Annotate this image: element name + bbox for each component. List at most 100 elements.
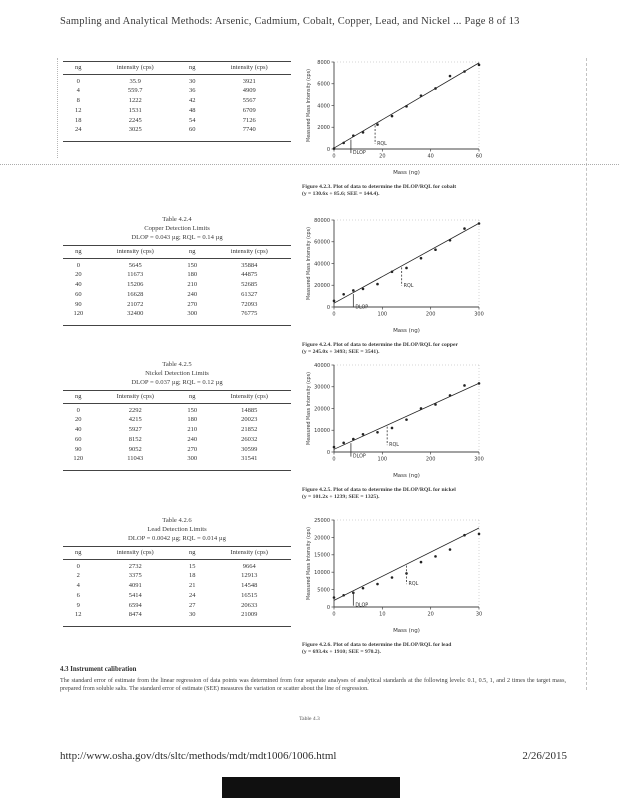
y-tick-label: 5000	[317, 588, 330, 594]
footer-date: 2/26/2015	[522, 750, 567, 762]
y-tick-label: 4000	[317, 103, 330, 109]
annotation-label-dlop: DLOP	[353, 454, 366, 460]
data-point	[332, 445, 336, 449]
table-cell: 2292	[128, 406, 142, 414]
data-point	[332, 299, 336, 303]
table-cell: 16628	[127, 290, 144, 298]
data-point	[342, 441, 345, 445]
scatter-chart-nickel: 0 10000 20000 30000 40000 0 100 200 300 DLOP RQL Ma…	[306, 363, 484, 479]
table-cell: 1531	[128, 106, 142, 114]
table-cell: 0	[76, 562, 80, 570]
y-tick-label: 80000	[314, 218, 330, 224]
scatter-chart-cobalt: 0 2000 4000 6000 8000 0 20 40 60 DLOP RQL Mass (ng)…	[306, 60, 482, 176]
y-tick-label: 30000	[314, 385, 330, 391]
data-point	[376, 582, 379, 586]
data-point	[376, 431, 379, 434]
table-row: 4 559.7 36 4909	[63, 87, 291, 97]
data-point	[376, 282, 379, 286]
data-point	[361, 287, 365, 291]
table-row: 12 8474 30 21009	[63, 611, 291, 627]
column-header: ng	[63, 245, 94, 259]
regression-line	[333, 527, 480, 601]
y-tick-label: 25000	[314, 518, 330, 524]
data-point	[463, 384, 466, 387]
table-row: 0 5645 150 35884	[63, 258, 291, 271]
column-header: intensity (cps)	[207, 61, 291, 75]
table-cell: 36	[188, 87, 196, 95]
y-tick-label: 60000	[314, 240, 330, 246]
x-tick-label: 100	[378, 457, 388, 463]
table-cell: 90	[75, 445, 82, 453]
data-point	[463, 533, 466, 537]
y-tick-label: 20000	[314, 283, 330, 289]
y-tick-label: 0	[327, 605, 330, 611]
table-cell: 8474	[128, 611, 142, 619]
table-cell: 4	[76, 87, 80, 95]
x-axis-label: Mass (ng)	[393, 170, 420, 176]
table-cell: 52685	[241, 281, 258, 289]
table-cell: 20633	[241, 601, 258, 609]
annotation-label-dlop: DLOP	[353, 150, 366, 156]
table-title-line: Table 4.2.4	[162, 216, 192, 223]
table-row: 20 4215 180 20023	[63, 416, 291, 426]
table-cell: 240	[187, 290, 198, 298]
table-cell: 44875	[241, 271, 258, 279]
x-tick-label: 10	[379, 612, 385, 618]
table-cell: 20023	[241, 416, 258, 424]
data-point	[342, 293, 345, 296]
table-cell: 24	[74, 126, 82, 134]
data-point	[390, 270, 394, 274]
table-row: 18 2245 54 7126	[63, 116, 291, 126]
x-tick-label: 0	[332, 154, 335, 160]
table-cell: 3921	[242, 77, 256, 85]
table-cell: 40	[75, 281, 82, 289]
x-axis-label: Mass (ng)	[393, 328, 420, 334]
column-header: Intensity (cps)	[207, 546, 291, 560]
table-row: 60 8152 240 26032	[63, 435, 291, 445]
table-cell: 11043	[127, 455, 144, 463]
table-cell: 27	[188, 601, 196, 609]
data-point	[463, 70, 466, 73]
table-cell: 21	[188, 582, 196, 590]
table-cell: 150	[187, 261, 198, 269]
table-cell: 120	[73, 455, 84, 463]
column-header: intensity (cps)	[93, 546, 177, 560]
table-row: 8 1222 42 5567	[63, 96, 291, 106]
column-header: ng	[176, 245, 208, 259]
section-4-3-body: The standard error of estimate from the …	[60, 678, 566, 693]
table-cell: 150	[187, 406, 198, 414]
table-4-2-4-copper: Table 4.2.4 Copper Detection Limits DLOP =…	[63, 215, 298, 326]
x-tick-label: 300	[474, 312, 484, 318]
y-tick-label: 0	[327, 147, 330, 153]
column-header: ng	[176, 546, 208, 560]
table-cell: 26032	[241, 435, 258, 443]
figure-caption-line1: Figure 4.2.5. Plot of data to determine …	[302, 487, 456, 493]
table-title-line: Lead Detection Limits	[147, 526, 207, 533]
x-tick-label: 40	[427, 154, 433, 160]
table-cell: 48	[188, 106, 196, 114]
table-cell: 6709	[242, 106, 256, 114]
table-cell: 5927	[128, 426, 142, 434]
table-cell: 300	[187, 455, 198, 463]
table-cell: 7126	[242, 116, 256, 124]
table-cell: 11673	[127, 271, 144, 279]
y-tick-label: 2000	[317, 125, 330, 131]
y-axis-label: Measured Mass Intensity (cps)	[306, 227, 312, 300]
table-cell: 20	[75, 271, 82, 279]
table-row: 2 3375 18 12913	[63, 572, 291, 582]
data-point	[434, 403, 437, 406]
table-cell: 3375	[128, 572, 142, 580]
y-axis-label: Measured Mass Intensity (cps)	[306, 372, 312, 445]
table-cell: 18	[188, 572, 196, 580]
table-row: 20 11673 180 44875	[63, 271, 291, 281]
trailing-fragment: Table 4.3	[299, 716, 320, 722]
x-tick-label: 20	[379, 154, 385, 160]
x-axis-label: Mass (ng)	[393, 473, 420, 479]
table-row: 90 21072 270 72093	[63, 300, 291, 310]
table-cell: 21009	[241, 611, 258, 619]
y-tick-label: 0	[327, 305, 330, 311]
table-cell: 0	[76, 261, 80, 269]
table-cell: 54	[188, 116, 196, 124]
table-cell: 24	[188, 591, 196, 599]
data-point	[390, 426, 394, 430]
